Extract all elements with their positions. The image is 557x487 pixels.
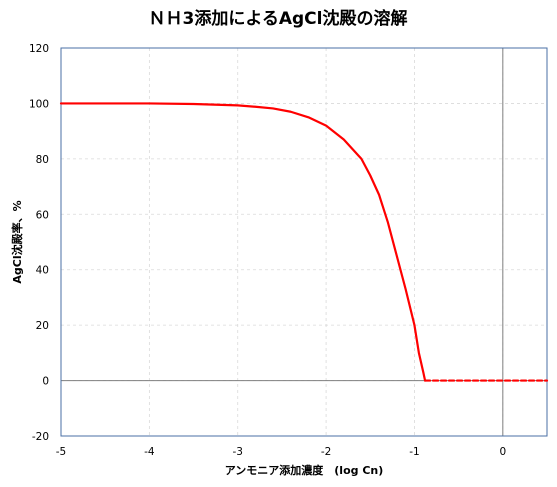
series-layer: [59, 102, 549, 382]
x-axis-ticks: -5 -4 -3 -2 -1 0: [56, 446, 506, 458]
y-tick-label: 100: [29, 98, 49, 110]
y-axis-ticks: -20 0 20 40 60 80 100 120: [29, 43, 49, 443]
plot-area-frame: [60, 47, 548, 437]
y-tick-label: 80: [36, 154, 49, 166]
series-line: [59, 102, 427, 382]
y-tick-label: 20: [36, 320, 49, 332]
y-tick-label: 60: [36, 209, 49, 221]
gridlines: [60, 47, 547, 437]
x-tick-label: -1: [409, 446, 419, 458]
y-tick-label: 120: [29, 43, 49, 55]
x-tick-label: -3: [232, 446, 242, 458]
y-tick-label: 0: [42, 376, 49, 388]
x-tick-label: -5: [56, 446, 66, 458]
x-tick-label: -4: [144, 446, 155, 458]
reference-lines: [61, 48, 547, 436]
y-tick-label: 40: [36, 265, 49, 277]
x-axis-label: アンモニア添加濃度 (log Cn): [225, 463, 384, 477]
x-tick-label: -2: [321, 446, 331, 458]
y-tick-label: -20: [32, 431, 49, 443]
x-tick-label: 0: [499, 446, 506, 458]
y-axis-label: AgCl沈殿率、%: [10, 200, 24, 283]
chart-title: ＮＨ3添加によるAgCl沈殿の溶解: [149, 8, 408, 29]
